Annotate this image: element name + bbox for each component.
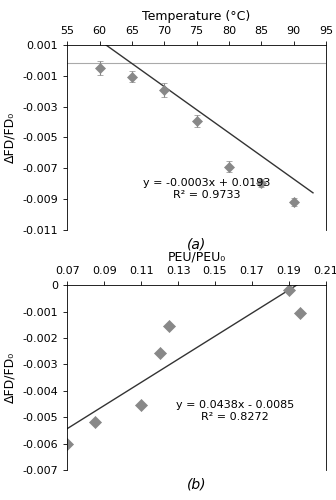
Text: y = -0.0003x + 0.0193
R² = 0.9733: y = -0.0003x + 0.0193 R² = 0.9733 — [143, 178, 270, 200]
Y-axis label: ΔFD/FD₀: ΔFD/FD₀ — [4, 352, 17, 403]
Point — [286, 286, 292, 294]
Point — [92, 418, 97, 426]
X-axis label: Temperature (°C): Temperature (°C) — [142, 10, 251, 24]
X-axis label: PEU/PEU₀: PEU/PEU₀ — [168, 250, 225, 264]
Point — [166, 322, 171, 330]
Text: (a): (a) — [187, 238, 206, 252]
Point — [157, 348, 162, 356]
Text: (b): (b) — [187, 478, 206, 492]
Point — [65, 440, 70, 448]
Point — [138, 402, 144, 409]
Text: y = 0.0438x - 0.0085
R² = 0.8272: y = 0.0438x - 0.0085 R² = 0.8272 — [176, 400, 294, 421]
Y-axis label: ΔFD/FD₀: ΔFD/FD₀ — [4, 112, 17, 163]
Point — [297, 309, 303, 317]
